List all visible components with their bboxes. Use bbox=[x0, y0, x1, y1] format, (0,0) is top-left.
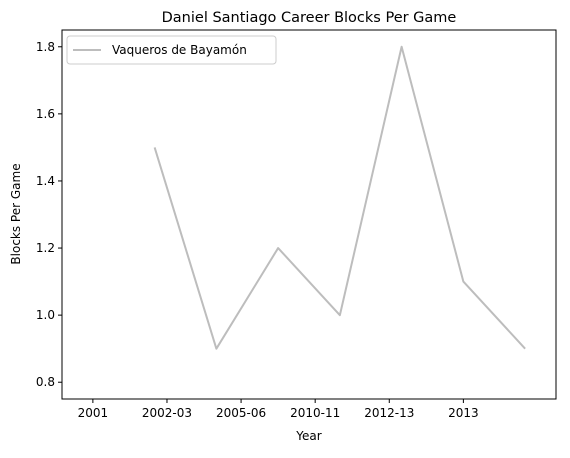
y-axis-ticks: 0.8 1.0 1.2 1.4 1.6 1.8 bbox=[36, 40, 62, 389]
y-tick-label: 1.8 bbox=[36, 40, 55, 54]
y-tick-label: 1.6 bbox=[36, 107, 55, 121]
x-tick-label: 2002-03 bbox=[142, 406, 192, 420]
legend-label: Vaqueros de Bayamón bbox=[112, 43, 247, 57]
plot-frame bbox=[62, 30, 556, 399]
chart-title: Daniel Santiago Career Blocks Per Game bbox=[162, 10, 457, 26]
x-tick-label: 2012-13 bbox=[364, 406, 414, 420]
series-line bbox=[155, 47, 526, 349]
y-tick-label: 0.8 bbox=[36, 375, 55, 389]
x-tick-label: 2010-11 bbox=[290, 406, 340, 420]
x-tick-label: 2005-06 bbox=[216, 406, 266, 420]
y-tick-label: 1.4 bbox=[36, 174, 55, 188]
legend: Vaqueros de Bayamón bbox=[67, 36, 276, 64]
series-layer bbox=[155, 47, 526, 349]
x-tick-label: 2013 bbox=[448, 406, 479, 420]
x-axis-ticks: 2001 2002-03 2005-06 2010-11 2012-13 2013 bbox=[78, 399, 479, 420]
y-axis-label: Blocks Per Game bbox=[9, 163, 23, 264]
x-axis-label: Year bbox=[295, 429, 321, 443]
y-tick-label: 1.0 bbox=[36, 308, 55, 322]
y-tick-label: 1.2 bbox=[36, 241, 55, 255]
x-tick-label: 2001 bbox=[78, 406, 109, 420]
